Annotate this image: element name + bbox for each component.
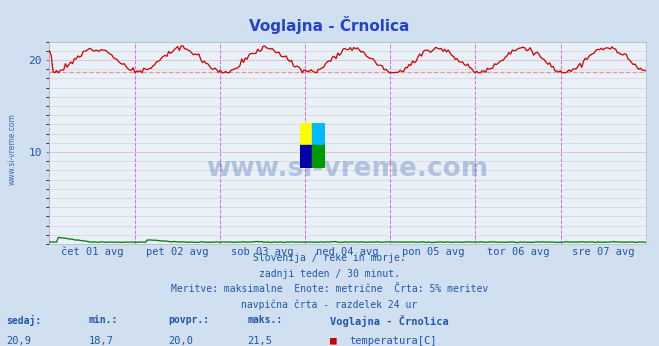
Bar <box>312 123 325 145</box>
Text: temperatura[C]: temperatura[C] <box>349 336 437 346</box>
Bar <box>300 145 312 168</box>
Text: navpična črta - razdelek 24 ur: navpična črta - razdelek 24 ur <box>241 300 418 310</box>
Text: Slovenija / reke in morje.: Slovenija / reke in morje. <box>253 253 406 263</box>
Bar <box>300 123 312 145</box>
Text: maks.:: maks.: <box>247 315 282 325</box>
Text: min.:: min.: <box>89 315 119 325</box>
Text: povpr.:: povpr.: <box>168 315 209 325</box>
Text: sedaj:: sedaj: <box>7 315 42 326</box>
Text: 21,5: 21,5 <box>247 336 272 346</box>
Text: www.si-vreme.com: www.si-vreme.com <box>8 113 17 185</box>
Bar <box>312 145 325 168</box>
Text: Voglajna - Črnolica: Voglajna - Črnolica <box>330 315 448 327</box>
Text: 20,0: 20,0 <box>168 336 193 346</box>
Text: Meritve: maksimalne  Enote: metrične  Črta: 5% meritev: Meritve: maksimalne Enote: metrične Črta… <box>171 284 488 294</box>
Text: 20,9: 20,9 <box>7 336 32 346</box>
Text: Voglajna - Črnolica: Voglajna - Črnolica <box>249 16 410 34</box>
Text: ■: ■ <box>330 336 336 346</box>
Text: www.si-vreme.com: www.si-vreme.com <box>206 156 489 182</box>
Text: 18,7: 18,7 <box>89 336 114 346</box>
Text: zadnji teden / 30 minut.: zadnji teden / 30 minut. <box>259 269 400 279</box>
